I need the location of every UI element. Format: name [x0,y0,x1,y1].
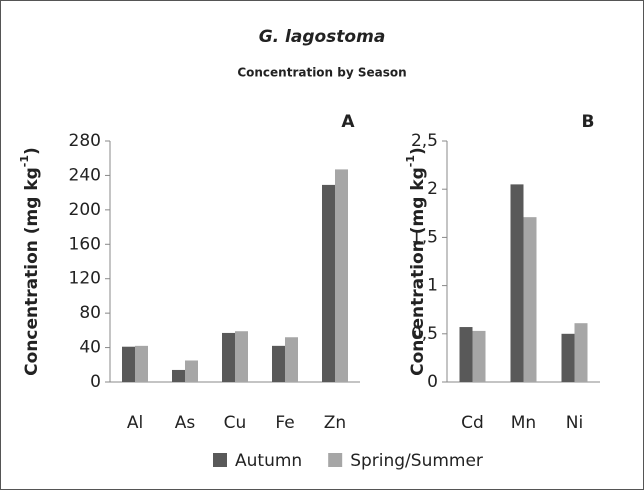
x-tick-label: Mn [511,413,536,433]
bar [285,337,298,382]
y-tick-label: 0 [90,372,101,392]
y-tick-label: 120 [69,269,101,289]
x-tick-label: Fe [275,413,294,433]
x-tick-label: Cu [224,413,247,433]
bar [523,217,537,382]
y-tick-label: 2 [427,179,438,199]
y-tick-label: 280 [69,131,101,151]
bar [472,330,486,382]
bar [322,184,335,382]
y-axis-label: Concentration (mg kg-1) [18,147,42,376]
bar [510,184,524,382]
y-tick-label: 1 [427,276,438,296]
bar [561,333,575,382]
y-axis-label-text: Concentration (mg kg [408,167,428,376]
legend-swatch [213,453,227,467]
y-tick-label: 0,5 [411,324,438,344]
y-axis-label-close: ) [22,147,42,155]
x-tick-label: Ni [566,413,583,433]
bar [459,327,473,382]
bar [335,169,348,382]
bar [185,360,198,382]
bar [135,345,148,382]
bar [235,331,248,382]
y-tick-label: 40 [79,338,101,358]
x-tick-label: As [175,413,196,433]
bar [172,369,185,382]
legend-label: Spring/Summer [350,451,483,471]
x-tick-label: Cd [461,413,484,433]
x-tick-label: Zn [324,413,346,433]
panel-label: A [341,112,355,132]
legend-swatch [328,453,343,467]
y-axis-label-sup: -1 [404,155,417,167]
y-tick-label: 2,5 [411,131,438,151]
panel-label: B [582,112,595,132]
legend-label: Autumn [235,451,302,471]
y-tick-label: 240 [69,165,101,185]
bar [272,345,285,382]
y-axis-label-sup: -1 [18,155,31,167]
y-tick-label: 80 [79,303,101,323]
y-tick-label: 1,5 [411,227,438,247]
chart-title: G. lagostoma [259,27,386,47]
bar [574,323,588,382]
x-tick-label: Al [127,413,143,433]
y-axis-label-close: ) [408,147,428,155]
y-axis-label: Concentration (mg kg-1) [404,147,428,376]
chart-subtitle: Concentration by Season [237,66,406,80]
y-tick-label: 160 [69,234,101,254]
bar [122,346,135,382]
bar [222,332,235,382]
y-tick-label: 0 [427,372,438,392]
y-tick-label: 200 [69,200,101,220]
y-axis-label-text: Concentration (mg kg [22,167,42,376]
